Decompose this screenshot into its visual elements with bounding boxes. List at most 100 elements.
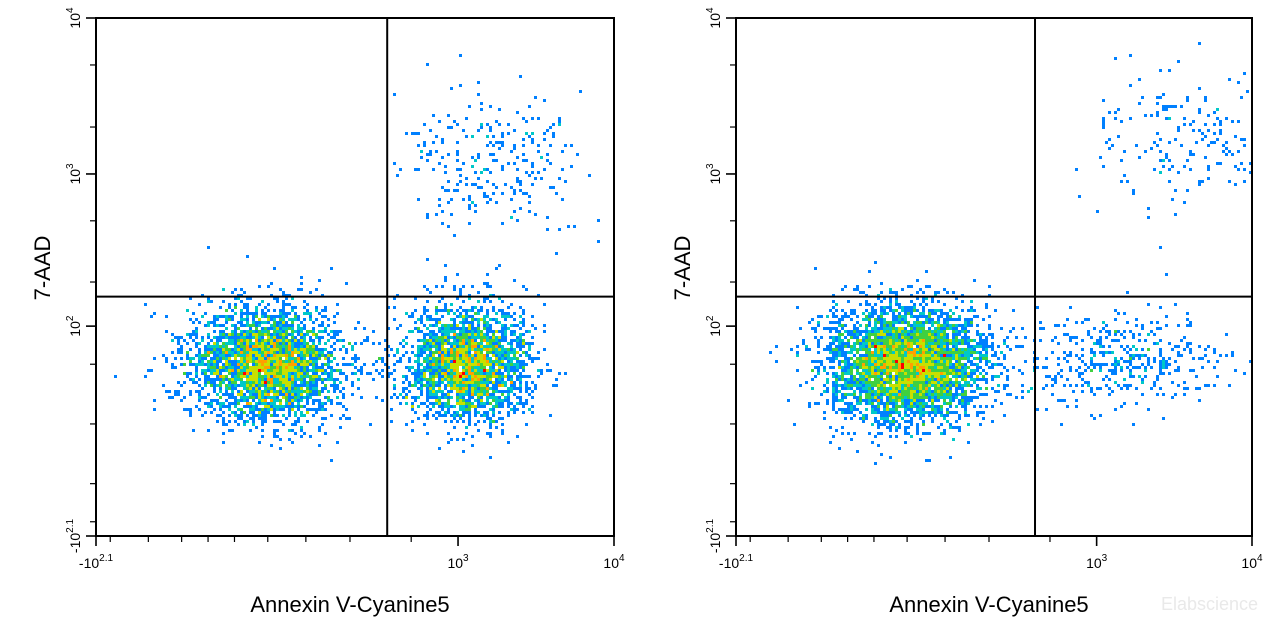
event-density-cell bbox=[838, 447, 841, 450]
event-density-cell bbox=[513, 384, 516, 387]
event-density-cell bbox=[300, 327, 303, 330]
event-density-cell bbox=[447, 126, 450, 129]
event-density-cell bbox=[841, 393, 844, 396]
event-density-cell bbox=[441, 141, 444, 144]
event-density-cell bbox=[414, 399, 417, 402]
event-density-cell bbox=[931, 318, 934, 321]
event-density-cell bbox=[874, 363, 877, 366]
event-density-cell bbox=[856, 357, 859, 360]
event-density-cell bbox=[1195, 387, 1198, 390]
event-density-cell bbox=[1159, 372, 1162, 375]
event-density-cell bbox=[249, 429, 252, 432]
event-density-cell bbox=[862, 363, 865, 366]
event-density-cell bbox=[829, 357, 832, 360]
event-density-cell bbox=[468, 423, 471, 426]
event-density-cell bbox=[841, 354, 844, 357]
event-density-cell bbox=[261, 342, 264, 345]
event-density-cell bbox=[832, 348, 835, 351]
event-density-cell bbox=[180, 351, 183, 354]
event-density-cell bbox=[231, 309, 234, 312]
event-density-cell bbox=[937, 315, 940, 318]
event-density-cell bbox=[459, 168, 462, 171]
event-density-cell bbox=[937, 405, 940, 408]
event-density-cell bbox=[853, 381, 856, 384]
event-density-cell bbox=[435, 321, 438, 324]
event-density-cell bbox=[246, 324, 249, 327]
event-density-cell bbox=[297, 342, 300, 345]
event-density-cell bbox=[949, 387, 952, 390]
event-density-cell bbox=[378, 372, 381, 375]
event-density-cell bbox=[318, 357, 321, 360]
event-density-cell bbox=[186, 408, 189, 411]
event-density-cell bbox=[958, 363, 961, 366]
event-density-cell bbox=[216, 393, 219, 396]
event-density-cell bbox=[426, 342, 429, 345]
event-density-cell bbox=[432, 114, 435, 117]
event-density-cell bbox=[555, 378, 558, 381]
event-density-cell bbox=[516, 378, 519, 381]
event-density-cell bbox=[955, 381, 958, 384]
event-density-cell bbox=[342, 363, 345, 366]
event-density-cell bbox=[919, 372, 922, 375]
event-density-cell bbox=[922, 357, 925, 360]
event-density-cell bbox=[519, 354, 522, 357]
event-density-cell bbox=[231, 384, 234, 387]
event-density-cell bbox=[468, 195, 471, 198]
event-density-cell bbox=[525, 384, 528, 387]
event-density-cell bbox=[483, 363, 486, 366]
event-density-cell bbox=[201, 414, 204, 417]
event-density-cell bbox=[471, 354, 474, 357]
event-density-cell bbox=[426, 300, 429, 303]
event-density-cell bbox=[1114, 363, 1117, 366]
event-density-cell bbox=[381, 375, 384, 378]
event-density-cell bbox=[249, 297, 252, 300]
event-density-cell bbox=[225, 390, 228, 393]
event-density-cell bbox=[916, 369, 919, 372]
event-density-cell bbox=[453, 348, 456, 351]
event-density-cell bbox=[234, 372, 237, 375]
event-density-cell bbox=[856, 381, 859, 384]
event-density-cell bbox=[309, 330, 312, 333]
event-density-cell bbox=[213, 336, 216, 339]
event-density-cell bbox=[447, 330, 450, 333]
event-density-cell bbox=[456, 378, 459, 381]
event-density-cell bbox=[222, 369, 225, 372]
event-density-cell bbox=[468, 204, 471, 207]
event-density-cell bbox=[228, 360, 231, 363]
event-density-cell bbox=[465, 336, 468, 339]
event-density-cell bbox=[844, 351, 847, 354]
event-density-cell bbox=[877, 384, 880, 387]
event-density-cell bbox=[318, 336, 321, 339]
event-density-cell bbox=[246, 399, 249, 402]
event-density-cell bbox=[522, 312, 525, 315]
event-density-cell bbox=[910, 363, 913, 366]
event-density-cell bbox=[231, 315, 234, 318]
event-density-cell bbox=[853, 354, 856, 357]
event-density-cell bbox=[940, 423, 943, 426]
event-density-cell bbox=[489, 435, 492, 438]
event-density-cell bbox=[501, 429, 504, 432]
event-density-cell bbox=[1003, 387, 1006, 390]
event-density-cell bbox=[417, 351, 420, 354]
event-density-cell bbox=[775, 360, 778, 363]
event-density-cell bbox=[823, 369, 826, 372]
event-density-cell bbox=[336, 312, 339, 315]
event-density-cell bbox=[318, 402, 321, 405]
event-density-cell bbox=[910, 333, 913, 336]
event-density-cell bbox=[186, 342, 189, 345]
event-density-cell bbox=[895, 408, 898, 411]
event-density-cell bbox=[468, 405, 471, 408]
event-density-cell bbox=[976, 315, 979, 318]
event-density-cell bbox=[213, 390, 216, 393]
event-density-cell bbox=[393, 297, 396, 300]
event-density-cell bbox=[228, 303, 231, 306]
event-density-cell bbox=[471, 435, 474, 438]
event-density-cell bbox=[327, 360, 330, 363]
event-density-cell bbox=[249, 312, 252, 315]
event-density-cell bbox=[294, 411, 297, 414]
event-density-cell bbox=[886, 399, 889, 402]
event-density-cell bbox=[387, 327, 390, 330]
event-density-cell bbox=[285, 348, 288, 351]
event-density-cell bbox=[198, 363, 201, 366]
event-density-cell bbox=[321, 408, 324, 411]
